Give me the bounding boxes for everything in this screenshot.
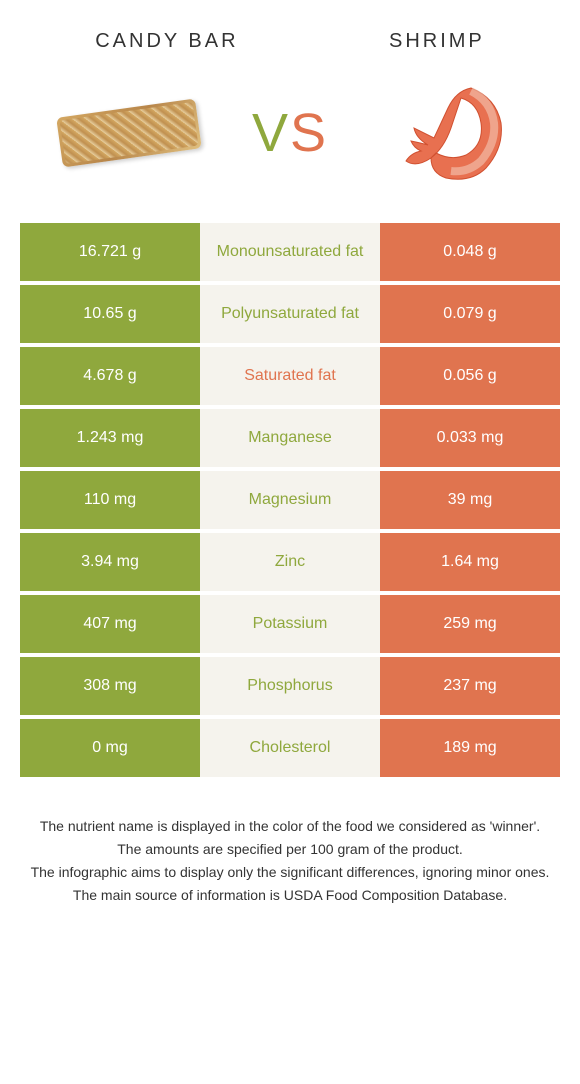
footer-line-3: The infographic aims to display only the…: [25, 862, 555, 883]
nutrient-row: 1.243 mgManganese0.033 mg: [20, 409, 560, 467]
right-value-cell: 259 mg: [380, 595, 560, 653]
right-value-cell: 0.079 g: [380, 285, 560, 343]
right-value-cell: 0.056 g: [380, 347, 560, 405]
comparison-images-row: VS: [0, 63, 580, 223]
right-food-title: SHRIMP: [389, 30, 485, 53]
footer-text: The nutrient name is displayed in the co…: [0, 781, 580, 928]
left-value-cell: 16.721 g: [20, 223, 200, 281]
nutrient-row: 10.65 gPolyunsaturated fat0.079 g: [20, 285, 560, 343]
left-value-cell: 3.94 mg: [20, 533, 200, 591]
nutrient-label-cell: Polyunsaturated fat: [200, 285, 380, 343]
nutrient-table: 16.721 gMonounsaturated fat0.048 g10.65 …: [0, 223, 580, 781]
left-value-cell: 308 mg: [20, 657, 200, 715]
nutrient-label-cell: Potassium: [200, 595, 380, 653]
footer-line-2: The amounts are specified per 100 gram o…: [25, 839, 555, 860]
right-value-cell: 0.033 mg: [380, 409, 560, 467]
nutrient-label-cell: Saturated fat: [200, 347, 380, 405]
nutrient-label-cell: Monounsaturated fat: [200, 223, 380, 281]
nutrient-row: 0 mgCholesterol189 mg: [20, 719, 560, 777]
left-value-cell: 110 mg: [20, 471, 200, 529]
left-value-cell: 0 mg: [20, 719, 200, 777]
right-value-cell: 39 mg: [380, 471, 560, 529]
nutrient-label-cell: Manganese: [200, 409, 380, 467]
candy-bar-image: [54, 83, 204, 183]
nutrient-row: 16.721 gMonounsaturated fat0.048 g: [20, 223, 560, 281]
nutrient-label-cell: Cholesterol: [200, 719, 380, 777]
nutrient-row: 3.94 mgZinc1.64 mg: [20, 533, 560, 591]
left-food-title: CANDY BAR: [95, 30, 238, 53]
shrimp-image: [376, 83, 526, 183]
nutrient-row: 110 mgMagnesium39 mg: [20, 471, 560, 529]
right-value-cell: 237 mg: [380, 657, 560, 715]
left-value-cell: 1.243 mg: [20, 409, 200, 467]
nutrient-row: 407 mgPotassium259 mg: [20, 595, 560, 653]
left-value-cell: 10.65 g: [20, 285, 200, 343]
right-value-cell: 1.64 mg: [380, 533, 560, 591]
nutrient-label-cell: Phosphorus: [200, 657, 380, 715]
header-row: CANDY BAR SHRIMP: [0, 0, 580, 63]
vs-label: VS: [252, 102, 328, 164]
vs-v-letter: V: [252, 103, 290, 163]
shrimp-icon: [386, 73, 516, 193]
footer-line-1: The nutrient name is displayed in the co…: [25, 816, 555, 837]
left-value-cell: 407 mg: [20, 595, 200, 653]
nutrient-label-cell: Zinc: [200, 533, 380, 591]
right-value-cell: 0.048 g: [380, 223, 560, 281]
nutrient-row: 4.678 gSaturated fat0.056 g: [20, 347, 560, 405]
nutrient-row: 308 mgPhosphorus237 mg: [20, 657, 560, 715]
vs-s-letter: S: [290, 103, 328, 163]
nutrient-label-cell: Magnesium: [200, 471, 380, 529]
footer-line-4: The main source of information is USDA F…: [25, 885, 555, 906]
right-value-cell: 189 mg: [380, 719, 560, 777]
left-value-cell: 4.678 g: [20, 347, 200, 405]
